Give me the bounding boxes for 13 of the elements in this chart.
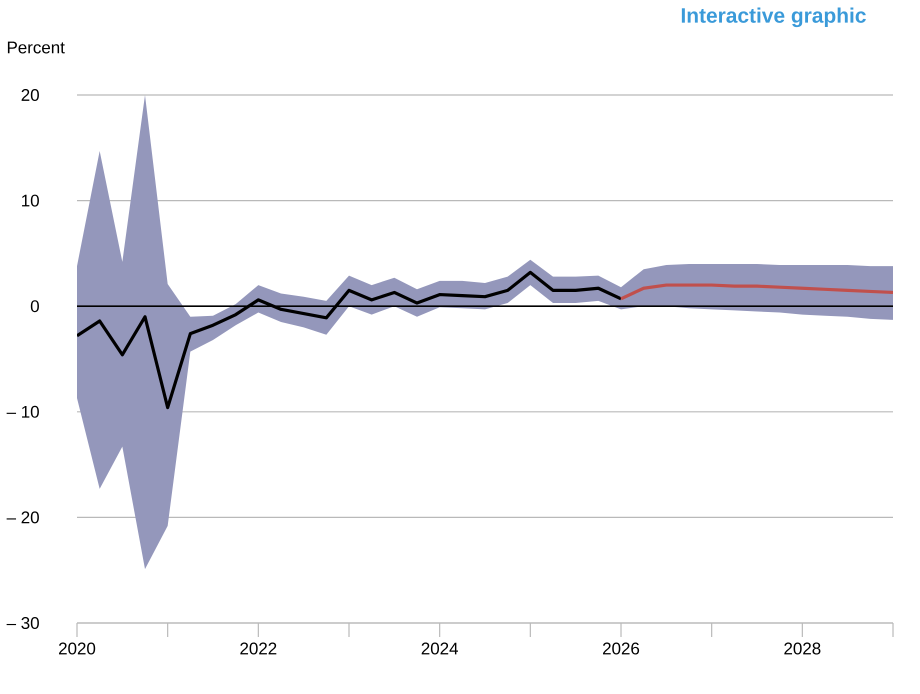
x-tick-label: 2022 bbox=[240, 642, 276, 655]
y-axis-title: Percent bbox=[8, 42, 65, 54]
x-tick-label: 2026 bbox=[603, 642, 640, 655]
y-tick-label: – 10 bbox=[6, 406, 39, 418]
x-tick-label: 2028 bbox=[784, 642, 820, 655]
y-tick-label: 20 bbox=[22, 89, 39, 101]
text: Interactive graphic bbox=[682, 8, 866, 28]
y-tick-label: – 20 bbox=[6, 511, 39, 524]
x-tick-label: 2020 bbox=[59, 642, 96, 655]
x-tick-label: 2024 bbox=[422, 642, 458, 655]
y-tick-label: 0 bbox=[30, 300, 39, 312]
y-tick-label: – 30 bbox=[6, 617, 39, 629]
y-tick-label: 10 bbox=[22, 194, 39, 207]
